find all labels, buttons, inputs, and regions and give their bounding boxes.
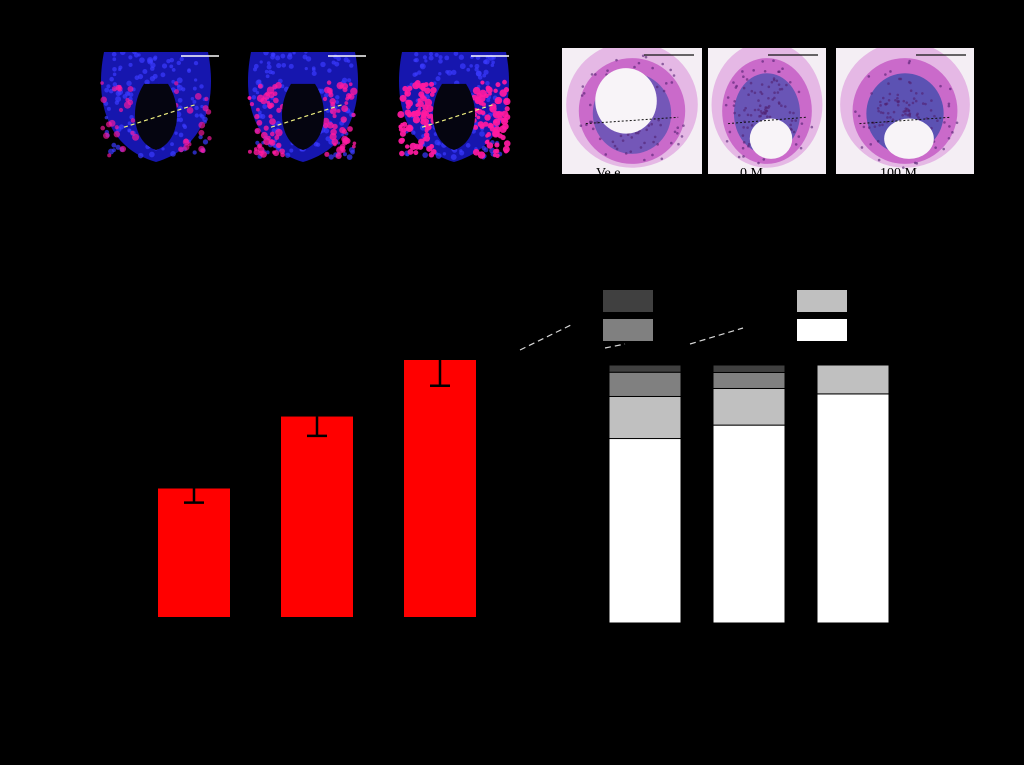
- he-image: [708, 48, 826, 174]
- he-section-1: [562, 48, 702, 174]
- red-bar: [404, 360, 476, 617]
- fluorescence-micrograph-1: [85, 52, 227, 166]
- stacked-segment: [816, 393, 890, 624]
- stacked-segment: [712, 424, 786, 624]
- error-bar: [430, 360, 450, 387]
- he-section-2: [708, 48, 826, 174]
- stacked-segment: [608, 364, 682, 373]
- stacked-segment: [816, 364, 890, 395]
- he-caption-1: Ve e: [596, 166, 621, 181]
- he-caption-2: 0 M: [740, 166, 763, 181]
- stacked-segment: [712, 364, 786, 373]
- fluorescence-panel: [85, 50, 520, 168]
- fluorescence-image: [391, 52, 517, 166]
- legend-swatch: [603, 290, 653, 312]
- he-image: [562, 48, 702, 174]
- connector-lines: [519, 323, 744, 351]
- red-bar-chart: [158, 360, 476, 617]
- error-bar: [184, 488, 204, 504]
- fluorescence-image: [85, 52, 227, 166]
- fluorescence-micrograph-2: [232, 52, 374, 166]
- stacked-segment: [608, 371, 682, 397]
- histology-panel: Ve e 0 M 100 M: [562, 48, 976, 181]
- error-bar: [307, 416, 327, 438]
- legend-swatch: [797, 319, 847, 341]
- fluorescence-image: [232, 52, 374, 166]
- legend-swatch: [603, 319, 653, 341]
- stacked-segment: [712, 387, 786, 426]
- red-bar: [281, 416, 353, 617]
- he-image: [836, 48, 974, 174]
- connector-line-1: [519, 323, 574, 351]
- red-bar: [158, 488, 230, 617]
- stacked-segment: [712, 371, 786, 389]
- he-section-3: [836, 48, 974, 174]
- connector-line-2: [604, 343, 626, 349]
- stacked-segment: [608, 395, 682, 440]
- legend-swatch: [797, 290, 847, 312]
- he-caption-3: 100 M: [880, 166, 917, 181]
- stacked-segment: [608, 438, 682, 624]
- fluorescence-micrograph-3: [391, 52, 517, 166]
- stacked-bar-chart: [603, 290, 890, 624]
